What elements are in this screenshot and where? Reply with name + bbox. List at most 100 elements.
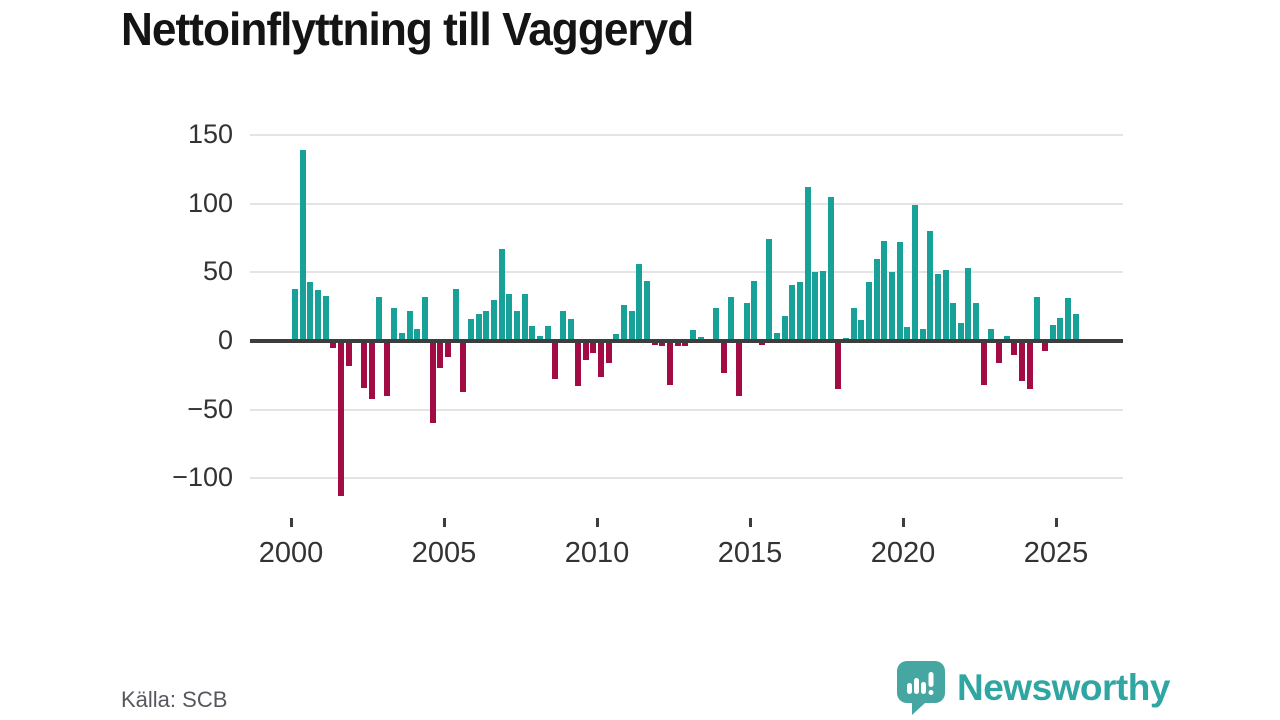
bar-2008Q1: [536, 335, 543, 341]
bar-2011Q2: [636, 264, 643, 341]
x-tick-2005: [443, 518, 446, 527]
bar-2011Q4: [651, 341, 658, 346]
bar-2000Q3: [307, 282, 314, 341]
bar-2005Q1: [445, 341, 452, 358]
bar-2010Q4: [621, 305, 628, 341]
bar-2015Q1: [751, 280, 758, 341]
bar-2013Q2: [697, 336, 704, 341]
bar-2014Q4: [743, 302, 750, 341]
y-tick-label--50: −50: [187, 393, 233, 424]
bar-2010Q2: [605, 341, 612, 363]
bar-2001Q3: [337, 341, 344, 497]
y-tick-label-150: 150: [187, 119, 233, 150]
bar-2012Q4: [682, 341, 689, 347]
bar-2025Q1: [1057, 317, 1064, 341]
bar-2001Q2: [330, 341, 337, 348]
bar-2019Q2: [881, 240, 888, 341]
bar-2022Q1: [965, 268, 972, 341]
bar-2023Q2: [1003, 335, 1010, 341]
gridline-150: [250, 134, 1123, 137]
bar-2002Q2: [360, 341, 367, 388]
bar-2018Q2: [850, 308, 857, 341]
bar-2022Q4: [988, 328, 995, 341]
bar-2019Q4: [896, 242, 903, 341]
bar-2025Q2: [1064, 298, 1071, 341]
x-tick-2010: [596, 518, 599, 527]
bar-2003Q3: [399, 332, 406, 341]
bar-2024Q1: [1026, 341, 1033, 390]
bar-2013Q1: [689, 330, 696, 341]
bar-2006Q1: [475, 313, 482, 341]
bar-2021Q3: [950, 302, 957, 341]
x-tick-label-2000: 2000: [258, 537, 324, 569]
bar-2020Q1: [904, 327, 911, 341]
y-tick-label-50: 50: [202, 256, 233, 287]
plot-area: [250, 120, 1123, 527]
bar-2011Q1: [628, 310, 635, 341]
bar-2006Q4: [498, 249, 505, 341]
gridline--100: [250, 477, 1123, 480]
bar-2015Q2: [758, 341, 765, 346]
bar-2016Q2: [789, 284, 796, 341]
bar-2025Q3: [1072, 313, 1079, 341]
bar-2014Q1: [720, 341, 727, 373]
x-tick-2025: [1055, 518, 1058, 527]
bar-2002Q4: [376, 297, 383, 341]
bar-2008Q4: [559, 310, 566, 341]
bar-2004Q4: [437, 341, 444, 369]
gridline--50: [250, 408, 1123, 411]
bar-2013Q4: [712, 308, 719, 341]
bar-2002Q3: [368, 341, 375, 399]
bar-2017Q4: [835, 341, 842, 390]
bar-2023Q3: [1011, 341, 1018, 355]
bar-2007Q4: [529, 325, 536, 341]
bar-2001Q1: [322, 295, 329, 341]
bar-2010Q1: [598, 341, 605, 377]
zero-axis-line: [250, 339, 1123, 343]
bar-2021Q1: [934, 273, 941, 341]
bar-2016Q3: [797, 282, 804, 341]
bar-2020Q3: [919, 328, 926, 341]
bar-2024Q2: [1034, 297, 1041, 341]
bar-2003Q2: [391, 308, 398, 341]
bar-2003Q4: [406, 310, 413, 341]
bar-2016Q4: [804, 187, 811, 341]
bar-2007Q1: [506, 294, 513, 341]
newsworthy-brand: Newsworthy: [897, 660, 1170, 716]
bar-2005Q4: [468, 319, 475, 341]
y-tick-label-100: 100: [187, 187, 233, 218]
x-tick-2015: [749, 518, 752, 527]
bar-2011Q3: [644, 280, 651, 341]
bar-2006Q2: [483, 310, 490, 341]
gridline-50: [250, 271, 1123, 274]
newsworthy-logo-text: Newsworthy: [957, 667, 1170, 708]
bar-2009Q3: [582, 341, 589, 361]
bar-2014Q3: [735, 341, 742, 396]
bar-2009Q2: [575, 341, 582, 387]
x-tick-label-2020: 2020: [870, 537, 936, 569]
bar-2021Q2: [942, 269, 949, 341]
bar-2017Q2: [820, 271, 827, 341]
bar-2007Q2: [513, 310, 520, 341]
y-tick-label-0: 0: [217, 325, 233, 355]
x-tick-2000: [290, 518, 293, 527]
source-label: Källa: SCB: [121, 687, 228, 712]
bar-2020Q4: [927, 231, 934, 341]
bar-2005Q2: [452, 288, 459, 341]
bar-2004Q3: [429, 341, 436, 424]
bar-2009Q4: [590, 341, 597, 354]
bar-2004Q1: [414, 328, 421, 341]
newsworthy-logo-icon: [897, 661, 945, 715]
bar-2019Q1: [873, 258, 880, 341]
bar-2018Q4: [865, 282, 872, 341]
bar-2008Q2: [544, 325, 551, 341]
page-title: Nettoinflyttning till Vaggeryd: [121, 3, 694, 55]
bar-2018Q3: [858, 320, 865, 341]
x-tick-2020: [902, 518, 905, 527]
bar-2012Q2: [666, 341, 673, 385]
bar-2006Q3: [490, 299, 497, 341]
bar-2023Q4: [1019, 341, 1026, 381]
bar-2016Q1: [781, 316, 788, 341]
bar-2000Q1: [292, 288, 298, 341]
bar-2015Q3: [766, 239, 773, 341]
